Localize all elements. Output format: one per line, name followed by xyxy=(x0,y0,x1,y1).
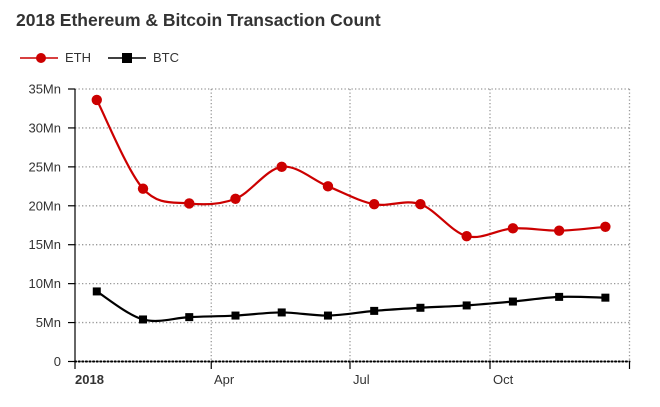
svg-text:30Mn: 30Mn xyxy=(28,120,61,135)
svg-text:Oct: Oct xyxy=(493,372,514,387)
svg-text:20Mn: 20Mn xyxy=(28,198,61,213)
svg-text:0: 0 xyxy=(54,354,61,369)
svg-text:15Mn: 15Mn xyxy=(28,237,61,252)
svg-text:BTC: BTC xyxy=(153,50,179,65)
svg-text:2018: 2018 xyxy=(75,372,104,387)
svg-text:Apr: Apr xyxy=(214,372,235,387)
svg-text:10Mn: 10Mn xyxy=(28,276,61,291)
svg-text:25Mn: 25Mn xyxy=(28,159,61,174)
svg-text:ETH: ETH xyxy=(65,50,91,65)
svg-text:5Mn: 5Mn xyxy=(36,315,61,330)
svg-text:Jul: Jul xyxy=(353,372,370,387)
svg-text:35Mn: 35Mn xyxy=(28,82,61,97)
